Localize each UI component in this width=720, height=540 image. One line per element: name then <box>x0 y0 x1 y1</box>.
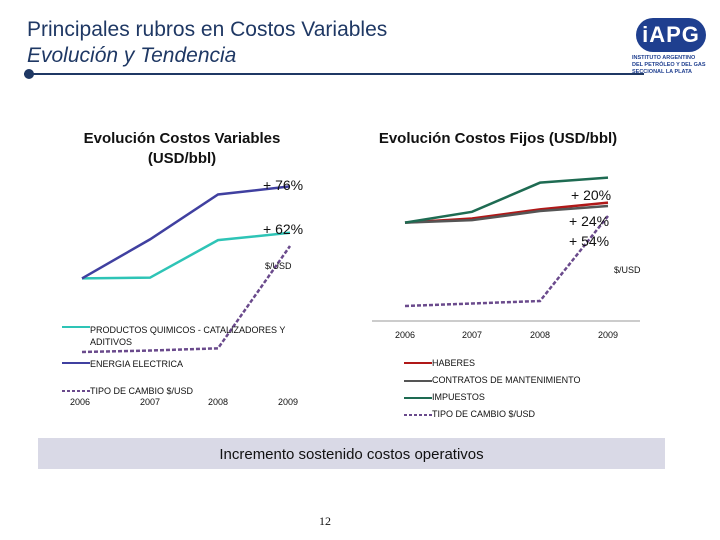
x-tick-2007: 2007 <box>462 330 482 340</box>
legend-label-quimicos-1: PRODUCTOS QUIMICOS - CATALIZADORES Y <box>90 325 285 335</box>
logo-mark: iAPG <box>636 18 706 52</box>
left-annotation-fx: $/USD <box>265 261 292 271</box>
series-line-2 <box>81 245 292 354</box>
legend-label-energia: ENERGIA ELECTRICA <box>90 359 183 369</box>
left-chart-title-line2: (USD/bbl) <box>148 150 216 167</box>
left-annotation-62: + 62% <box>263 221 303 237</box>
logo-line: DEL PETRÓLEO Y DEL GAS <box>632 62 706 68</box>
right-annotation-fx: $/USD <box>614 265 641 275</box>
x-tick-2006: 2006 <box>395 330 415 340</box>
series-line-1 <box>404 204 609 224</box>
left-annotation-76: + 76% <box>263 177 303 193</box>
x-tick-2006: 2006 <box>70 397 90 407</box>
iapg-logo: iAPG INSTITUTO ARGENTINO DEL PETRÓLEO Y … <box>632 18 712 82</box>
slide-title: Principales rubros en Costos Variables <box>27 18 388 41</box>
series-line-0 <box>81 231 291 280</box>
x-tick-2007: 2007 <box>140 397 160 407</box>
left-legend: PRODUCTOS QUIMICOS - CATALIZADORES Y ADI… <box>62 325 285 396</box>
right-annotation-24: + 24% <box>569 213 609 229</box>
slide-subtitle: Evolución y Tendencia <box>27 44 237 67</box>
logo-line: SECCIONAL LA PLATA <box>632 69 692 75</box>
page-number: 12 <box>319 514 331 528</box>
x-tick-2009: 2009 <box>598 330 618 340</box>
series-line-1 <box>81 185 291 280</box>
x-tick-2008: 2008 <box>208 397 228 407</box>
right-annotation-54: + 54% <box>569 233 609 249</box>
right-chart-title: Evolución Costos Fijos (USD/bbl) <box>379 130 617 147</box>
left-chart-title-line1: Evolución Costos Variables <box>84 130 281 147</box>
legend-label-contratos: CONTRATOS DE MANTENIMIENTO <box>432 375 581 385</box>
right-annotation-20: + 20% <box>571 187 611 203</box>
legend-label-impuestos: IMPUESTOS <box>432 392 485 402</box>
left-chart-plot: 2006 2007 2008 2009 <box>70 185 298 407</box>
x-tick-2008: 2008 <box>530 330 550 340</box>
logo-text: INSTITUTO ARGENTINO DEL PETRÓLEO Y DEL G… <box>632 55 714 76</box>
series-line-2 <box>404 176 609 224</box>
right-legend: HABERES CONTRATOS DE MANTENIMIENTO IMPUE… <box>404 358 581 419</box>
series-line-3 <box>404 215 609 308</box>
title-rule <box>24 73 644 75</box>
summary-banner: Incremento sostenido costos operativos <box>38 438 665 469</box>
legend-label-fx-right: TIPO DE CAMBIO $/USD <box>432 409 536 419</box>
x-tick-2009: 2009 <box>278 397 298 407</box>
right-chart-plot: 2006 2007 2008 2009 <box>395 176 618 340</box>
legend-label-fx-left: TIPO DE CAMBIO $/USD <box>90 386 194 396</box>
legend-label-quimicos-2: ADITIVOS <box>90 337 132 347</box>
legend-label-haberes: HABERES <box>432 358 475 368</box>
logo-line: INSTITUTO ARGENTINO <box>632 55 696 61</box>
